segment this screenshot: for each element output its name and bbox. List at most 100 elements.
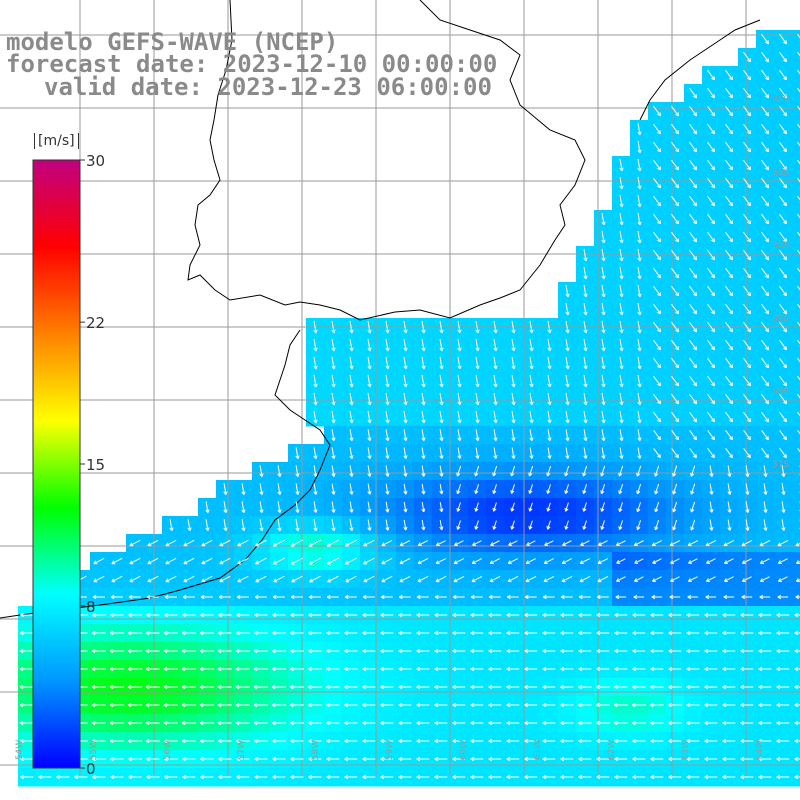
wind-arrow bbox=[779, 393, 787, 405]
wind-arrow bbox=[704, 630, 718, 636]
wind-arrow bbox=[510, 502, 515, 512]
wind-arrow bbox=[565, 392, 570, 406]
wind-arrow bbox=[779, 177, 787, 189]
wind-arrow bbox=[582, 520, 587, 530]
wind-arrow bbox=[331, 410, 336, 424]
wind-arrow bbox=[779, 249, 787, 261]
wind-arrow bbox=[457, 410, 462, 424]
wind-cell bbox=[792, 480, 800, 499]
wind-arrow bbox=[380, 666, 394, 672]
wind-arrow bbox=[546, 465, 552, 477]
wind-arrow bbox=[614, 648, 628, 654]
wind-arrow bbox=[271, 684, 286, 690]
wind-arrow bbox=[743, 267, 752, 279]
wind-arrow bbox=[596, 684, 610, 690]
lat-label: 37S bbox=[772, 460, 790, 470]
wind-arrow bbox=[313, 465, 318, 477]
wind-arrow bbox=[779, 303, 787, 315]
wind-arrow bbox=[707, 303, 716, 315]
wind-arrow bbox=[761, 375, 770, 387]
wind-arrow bbox=[457, 374, 462, 388]
wind-arrow bbox=[671, 249, 680, 261]
wind-arrow bbox=[650, 666, 664, 672]
wind-arrow bbox=[543, 594, 555, 600]
wind-arrow bbox=[634, 558, 644, 564]
wind-arrow bbox=[546, 520, 551, 530]
wind-arrow bbox=[92, 612, 106, 618]
wind-arrow bbox=[363, 575, 375, 583]
wind-arrow bbox=[421, 429, 426, 441]
wind-arrow bbox=[488, 612, 502, 618]
wind-arrow bbox=[761, 51, 770, 63]
wind-arrow bbox=[653, 231, 662, 243]
wind-arrow bbox=[331, 374, 336, 388]
wind-arrow bbox=[779, 159, 787, 171]
wind-arrow bbox=[616, 576, 626, 582]
wind-cell bbox=[792, 102, 800, 121]
wind-arrow bbox=[583, 392, 588, 406]
wind-speed-field bbox=[18, 30, 800, 787]
wind-arrow bbox=[671, 321, 680, 333]
wind-arrow bbox=[452, 630, 466, 636]
wind-arrow bbox=[637, 429, 642, 441]
wind-arrow bbox=[331, 338, 336, 352]
wind-arrow bbox=[380, 684, 394, 690]
wind-arrow bbox=[326, 557, 340, 565]
wind-arrow bbox=[403, 519, 408, 531]
wind-arrow bbox=[633, 594, 645, 600]
wind-arrow bbox=[709, 465, 714, 477]
wind-arrow bbox=[421, 483, 426, 495]
wind-arrow bbox=[506, 630, 520, 636]
wind-arrow bbox=[385, 447, 390, 459]
wind-arrow bbox=[761, 285, 770, 297]
wind-arrow bbox=[345, 575, 357, 583]
wind-arrow bbox=[761, 213, 770, 225]
wind-arrow bbox=[528, 484, 533, 494]
wind-cell bbox=[792, 138, 800, 157]
wind-arrow bbox=[650, 684, 664, 690]
wind-arrow bbox=[794, 648, 800, 654]
wind-arrow bbox=[619, 194, 624, 208]
wind-arrow bbox=[308, 684, 322, 690]
wind-arrow bbox=[313, 392, 318, 406]
wind-arrow bbox=[145, 684, 160, 690]
wind-arrow bbox=[241, 483, 246, 495]
wind-arrow bbox=[707, 411, 716, 423]
wind-arrow bbox=[763, 501, 768, 513]
wind-arrow bbox=[165, 557, 177, 565]
wind-arrow bbox=[313, 518, 318, 532]
wind-arrow bbox=[779, 105, 787, 117]
wind-arrow bbox=[632, 666, 646, 672]
wind-arrow bbox=[653, 249, 662, 261]
wind-arrow bbox=[385, 356, 390, 370]
wind-arrow bbox=[385, 501, 390, 513]
wind-arrow bbox=[723, 594, 735, 600]
wind-arrow bbox=[722, 612, 736, 618]
wind-arrow bbox=[761, 321, 770, 333]
wind-arrow bbox=[326, 594, 339, 600]
wind-arrow bbox=[381, 539, 393, 547]
wind-arrow bbox=[255, 539, 267, 547]
wind-arrow bbox=[671, 123, 680, 135]
wind-arrow bbox=[92, 594, 105, 600]
wind-arrow bbox=[529, 356, 534, 370]
wind-arrow bbox=[163, 684, 178, 690]
wind-arrow bbox=[779, 448, 787, 459]
wind-arrow bbox=[434, 612, 448, 618]
wind-arrow bbox=[797, 267, 800, 273]
wind-arrow bbox=[637, 248, 642, 262]
wind-arrow bbox=[290, 612, 304, 618]
wind-arrow bbox=[529, 429, 534, 441]
wind-arrow bbox=[289, 684, 304, 690]
wind-arrow bbox=[761, 249, 770, 261]
wind-arrow bbox=[560, 684, 574, 690]
wind-arrow bbox=[201, 557, 213, 565]
wind-arrow bbox=[290, 630, 304, 636]
wind-arrow bbox=[583, 320, 588, 334]
wind-arrow bbox=[506, 648, 520, 654]
wind-arrow bbox=[797, 448, 800, 453]
wind-arrow bbox=[255, 557, 267, 565]
wind-arrow bbox=[707, 393, 716, 405]
wind-arrow bbox=[470, 630, 484, 636]
wind-arrow bbox=[367, 447, 372, 459]
